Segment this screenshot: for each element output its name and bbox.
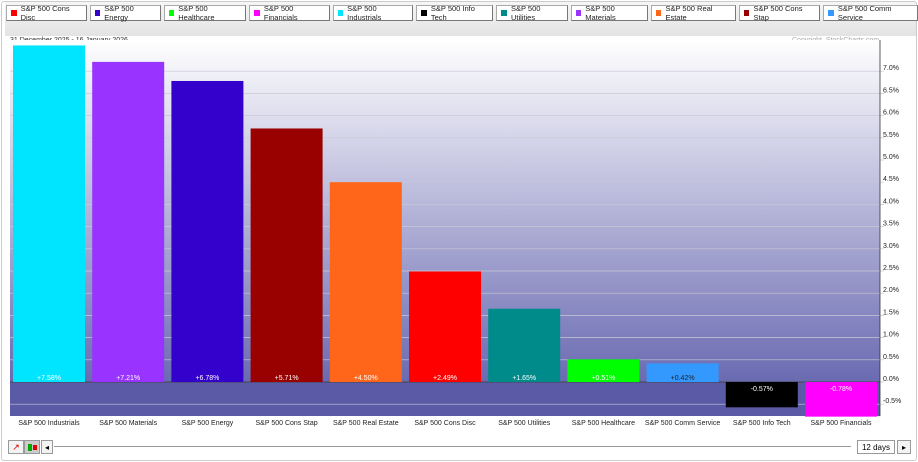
bar <box>92 61 165 382</box>
legend-swatch <box>743 10 750 16</box>
legend-item[interactable]: S&P 500 Cons Stap <box>738 4 821 22</box>
bar-chart-toggle-icon[interactable] <box>24 440 40 454</box>
x-tick-label: S&P 500 Materials <box>99 420 157 427</box>
legend-swatch <box>575 10 582 16</box>
bar <box>13 45 85 383</box>
legend-label: S&P 500 Industrials <box>347 4 382 22</box>
legend-label: S&P 500 Cons Disc <box>20 4 70 22</box>
bottom-toolbar: ↗ ◂ 12 days ▸ <box>8 440 913 454</box>
y-tick-label: 2.0% <box>883 287 899 294</box>
legend-label: S&P 500 Energy <box>104 4 134 22</box>
y-tick-label: 6.0% <box>883 110 899 117</box>
legend-swatch <box>168 10 175 16</box>
legend-swatch <box>421 10 427 16</box>
y-tick-label: 4.0% <box>883 198 899 205</box>
period-slider[interactable] <box>54 446 851 447</box>
bar <box>646 363 719 382</box>
period-label: 12 days <box>857 440 895 454</box>
y-tick-label: 1.5% <box>883 309 899 316</box>
line-chart-toggle-icon[interactable]: ↗ <box>8 440 24 454</box>
y-tick-label: 5.0% <box>883 154 899 161</box>
data-label: -0.78% <box>830 386 852 393</box>
legend-item[interactable]: S&P 500 Info Tech <box>416 4 494 22</box>
data-label: +7.58% <box>37 375 61 382</box>
data-label: +6.78% <box>195 375 219 382</box>
y-tick-label: -0.5% <box>883 398 901 405</box>
legend-item[interactable]: S&P 500 Industrials <box>332 4 414 22</box>
legend-label: S&P 500 Utilities <box>510 4 541 22</box>
legend-swatch <box>655 10 662 16</box>
legend-swatch <box>11 10 17 16</box>
x-tick-label: S&P 500 Healthcare <box>572 420 635 427</box>
y-tick-label: 2.5% <box>883 265 899 272</box>
data-label: +7.21% <box>116 375 140 382</box>
data-label: +1.65% <box>512 375 536 382</box>
data-label: -0.57% <box>751 386 773 393</box>
data-label: +2.49% <box>433 375 457 382</box>
legend-label: S&P 500 Materials <box>585 4 616 22</box>
y-tick-label: 3.5% <box>883 221 899 228</box>
x-tick-label: S&P 500 Comm Service <box>645 420 720 427</box>
legend-swatch <box>828 10 834 16</box>
legend-item[interactable]: S&P 500 Materials <box>570 4 648 22</box>
legend-label: S&P 500 Healthcare <box>178 4 215 22</box>
legend-label: S&P 500 Cons Stap <box>753 4 803 22</box>
legend-label: S&P 500 Comm Service <box>837 4 892 22</box>
legend-item[interactable]: S&P 500 Utilities <box>496 4 568 22</box>
bar <box>409 271 481 382</box>
y-tick-label: 3.0% <box>883 243 899 250</box>
legend-label: S&P 500 Financials <box>263 4 298 22</box>
legend-item[interactable]: S&P 500 Financials <box>249 4 330 22</box>
scroll-right-button[interactable]: ▸ <box>897 440 911 454</box>
legend-item[interactable]: S&P 500 Cons Disc <box>6 4 87 22</box>
legend-swatch <box>501 10 507 16</box>
legend-item[interactable]: S&P 500 Real Estate <box>650 4 736 22</box>
x-tick-label: S&P 500 Info Tech <box>733 420 791 427</box>
x-tick-label: S&P 500 Energy <box>182 420 234 427</box>
x-tick-label: S&P 500 Cons Stap <box>256 420 318 427</box>
bar <box>725 382 798 408</box>
y-tick-label: 0.5% <box>883 354 899 361</box>
x-tick-label: S&P 500 Utilities <box>498 420 551 427</box>
data-label: +0.42% <box>671 375 695 382</box>
bar <box>171 80 244 382</box>
legend-swatch <box>94 10 101 16</box>
bar-chart: 7.0% 6.5% 6.0% 5.5% 5.0% 4.5% 4.0% 3.5% 3.0% 2.5%… <box>10 40 901 427</box>
x-tick-label: S&P 500 Cons Disc <box>414 420 476 427</box>
legend-label: S&P 500 Real Estate <box>665 4 713 22</box>
legend-label: S&P 500 Info Tech <box>430 4 475 22</box>
y-tick-label: 7.0% <box>883 65 899 72</box>
scroll-left-button[interactable]: ◂ <box>41 440 53 454</box>
bar <box>329 182 402 382</box>
bar <box>250 128 323 382</box>
y-tick-label: 5.5% <box>883 132 899 139</box>
data-label: +0.51% <box>591 375 615 382</box>
data-label: +4.50% <box>354 375 378 382</box>
bar <box>567 359 640 382</box>
x-tick-label: S&P 500 Industrials <box>18 420 80 427</box>
y-tick-label: 6.5% <box>883 87 899 94</box>
y-tick-label: 0.0% <box>883 376 899 383</box>
legend-swatch <box>337 10 344 16</box>
x-tick-label: S&P 500 Real Estate <box>333 420 399 427</box>
legend: S&P 500 Cons Disc S&P 500 Energy S&P 500 H… <box>6 4 918 22</box>
legend-swatch <box>254 10 260 16</box>
legend-item[interactable]: S&P 500 Healthcare <box>163 4 247 22</box>
x-tick-label: S&P 500 Financials <box>811 420 872 427</box>
legend-item[interactable]: S&P 500 Energy <box>89 4 161 22</box>
data-label: +5.71% <box>275 375 299 382</box>
bar <box>805 382 877 417</box>
bar <box>488 308 561 382</box>
y-tick-label: 4.5% <box>883 176 899 183</box>
legend-item[interactable]: S&P 500 Comm Service <box>823 4 918 22</box>
y-tick-label: 1.0% <box>883 332 899 339</box>
